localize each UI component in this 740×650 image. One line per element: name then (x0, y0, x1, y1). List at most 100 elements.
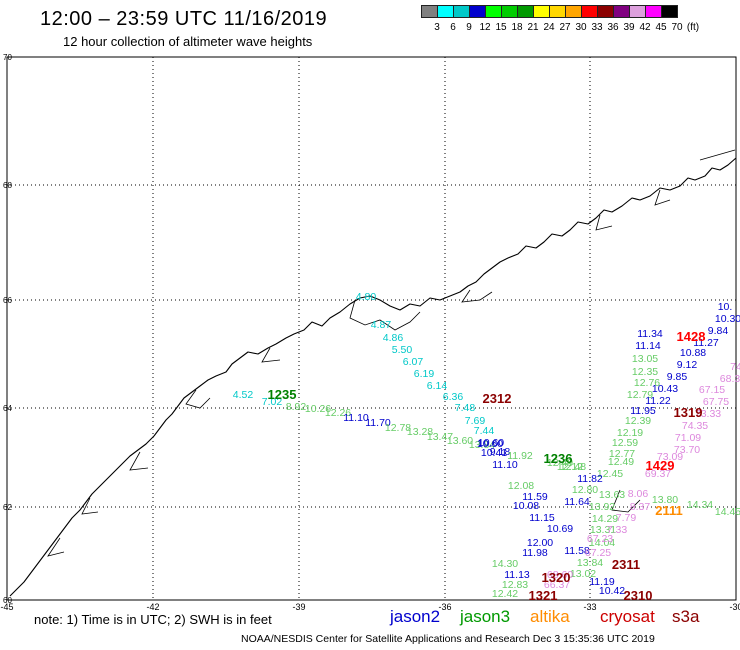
wave-height-value: 13.80 (652, 494, 678, 506)
wave-height-value: 6.07 (403, 356, 424, 368)
wave-height-value: 13.84 (469, 439, 495, 451)
wave-height-value: 7.02 (262, 396, 283, 408)
wave-height-value: 10.60 (477, 438, 503, 450)
wave-height-value: 10.88 (680, 347, 706, 359)
wave-height-value: 6.19 (414, 368, 435, 380)
wave-height-value: 5.50 (392, 344, 413, 356)
wave-height-value: 10.41 (481, 447, 507, 459)
wave-height-value: 10.42 (599, 585, 625, 597)
wave-height-value: 67.75 (703, 396, 729, 408)
wave-height-value: 6.14 (427, 380, 448, 392)
pass-time-label: 2310 (624, 588, 653, 603)
wave-height-value: 11.59 (522, 491, 548, 503)
wave-height-value: 12.77 (609, 448, 635, 460)
color-scale-tick: 33 (591, 22, 603, 33)
pass-time-label: 2311 (612, 557, 640, 572)
wave-height-value: 73.33 (695, 408, 721, 420)
color-scale-tick: 24 (543, 22, 555, 33)
longitude-label: -39 (292, 602, 305, 612)
wave-height-value: 14.29 (592, 513, 618, 525)
wave-height-observations: 4.527.02 8.9210.2612.2611.1011.7012.7813.… (233, 291, 740, 600)
wave-height-value: 9.85 (667, 371, 688, 383)
wave-height-value: 10.43 (652, 383, 678, 395)
wave-height-value: 11.92 (507, 450, 533, 462)
wave-height-value: 11.15 (529, 512, 555, 524)
wave-height-value: 12.00 (527, 537, 553, 549)
color-scale-tick: 18 (511, 22, 523, 33)
wave-height-value: 13.31 (590, 524, 616, 536)
wave-height-value: 9.84 (708, 325, 729, 337)
wave-height-value: 8.37 (630, 501, 651, 513)
greenland-fjords (47, 149, 736, 557)
pass-time-label: 2111 (655, 503, 683, 518)
wave-height-value: 67.23 (587, 533, 613, 545)
wave-height-value: 14.34 (687, 499, 713, 511)
wave-height-value: 7.69 (465, 415, 486, 427)
greenland-coastline (9, 157, 737, 597)
color-scale-tick: 27 (559, 22, 571, 33)
wave-height-value: 12.08 (508, 480, 534, 492)
color-scale-tick: 39 (623, 22, 635, 33)
wave-height-value: 13.02 (570, 568, 596, 580)
latitude-label: 62 (3, 503, 12, 512)
wave-height-value: 11.95 (630, 405, 656, 417)
wave-height-value: 12.49 (547, 457, 573, 469)
wave-height-value: 6.36 (443, 391, 464, 403)
wave-height-value: 13.84 (577, 557, 603, 569)
wave-height-value: 14.45 (715, 506, 740, 518)
wave-height-value: 10.26 (305, 403, 331, 415)
wave-height-value: 14.04 (589, 537, 615, 549)
satellite-name: s3a (672, 607, 700, 626)
wave-height-value: 11.10 (343, 412, 369, 424)
satellite-name: cryosat (600, 607, 655, 626)
wave-height-value: 68.3 (720, 373, 740, 385)
wave-height-value: 12.83 (502, 579, 528, 591)
wave-height-value: 74 (730, 361, 740, 373)
satellite-name: jason2 (390, 607, 441, 626)
wave-height-value: 12.45 (597, 468, 623, 480)
wave-height-value: 12.35 (632, 366, 658, 378)
wave-height-value: 7.79 (616, 512, 637, 524)
wave-height-value: 13.60 (447, 435, 473, 447)
color-scale-tick: (ft) (686, 22, 700, 33)
color-scale-labels: 3 6 9 12 15 18 21 24 27 30 33 36 39 42 45 70 (ft) (421, 22, 740, 34)
latitude-label: 68 (3, 181, 12, 190)
plot-frame (6, 56, 737, 601)
wave-height-value: 7.44 (474, 425, 495, 437)
wave-height-value: 12.59 (612, 437, 638, 449)
wave-height-value: 10.08 (513, 500, 539, 512)
color-scale-tick: 30 (575, 22, 587, 33)
wave-height-value: 11.13 (504, 569, 530, 581)
wave-height-value: 4.86 (383, 332, 404, 344)
wave-height-value: 12.42 (492, 588, 518, 600)
wave-height-value: 12.79 (627, 389, 653, 401)
satellite-name: altika (530, 607, 570, 626)
color-scale-tick: 15 (495, 22, 507, 33)
wave-height-value: 7.48 (455, 402, 476, 414)
wave-height-value: 73.09 (657, 451, 683, 463)
wave-height-value: 14.30 (492, 558, 518, 570)
color-scale-tick: 12 (479, 22, 491, 33)
wave-height-value: 12.49 (608, 456, 634, 468)
credit-line: NOAA/NESDIS Center for Satellite Applica… (241, 633, 655, 645)
wave-height-value: 67.15 (699, 384, 725, 396)
pass-time-label: 1236 (544, 451, 573, 466)
pass-time-label: 1235 (268, 387, 297, 402)
wave-height-value: 10.60 (478, 437, 504, 449)
wave-height-value: 11.14 (635, 340, 661, 352)
color-scale-tick: 6 (450, 22, 456, 33)
color-scale-tick: 70 (671, 22, 683, 33)
color-scale-tick: 3 (434, 22, 440, 33)
wave-height-value: 9.12 (677, 359, 698, 371)
color-scale-tick: 9 (466, 22, 472, 33)
latitude-label: 60 (3, 596, 12, 605)
wave-height-value: 13.05 (632, 353, 658, 365)
wave-height-value: 11.98 (522, 547, 548, 559)
pass-time-label: 1319 (674, 405, 703, 420)
color-scale-tick: 21 (527, 22, 539, 33)
wave-height-value: 13.47 (427, 431, 453, 443)
wave-height-value: 69.37 (645, 468, 671, 480)
wave-height-value: 10.69 (547, 523, 573, 535)
longitude-label: -42 (146, 602, 159, 612)
pass-time-label: 1321 (529, 588, 558, 603)
